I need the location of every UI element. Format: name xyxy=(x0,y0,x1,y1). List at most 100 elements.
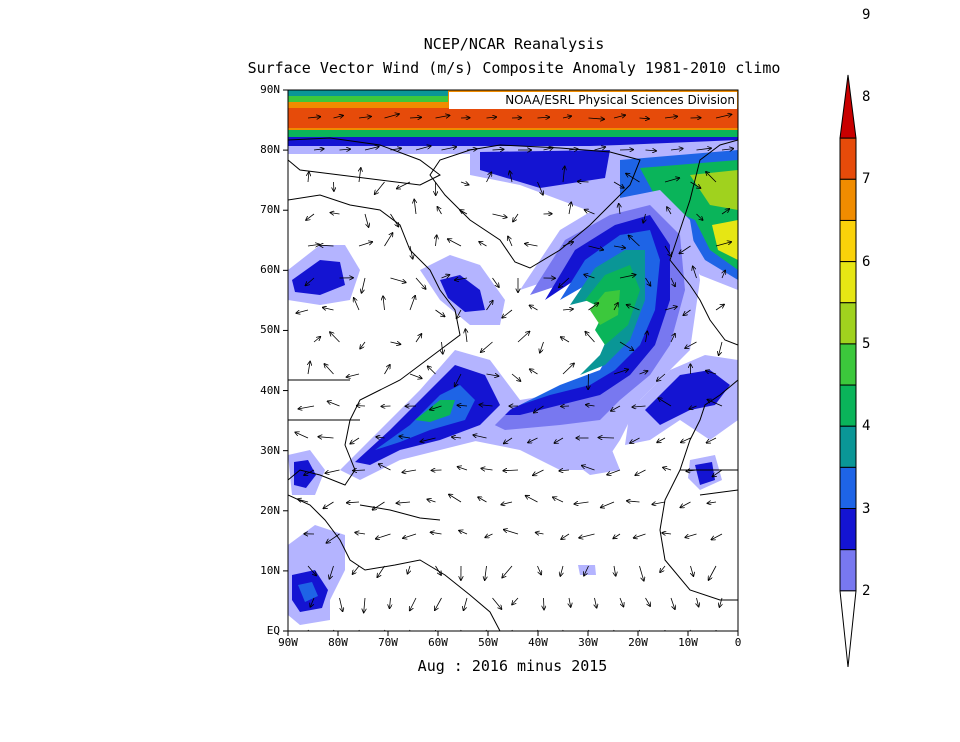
wind-vector xyxy=(396,502,411,503)
wind-vector xyxy=(553,497,564,503)
wind-vector xyxy=(318,437,334,438)
wind-vector xyxy=(415,146,431,151)
wind-vector xyxy=(679,245,691,254)
wind-vector xyxy=(410,245,413,259)
wind-vector xyxy=(502,565,513,578)
wind-vector xyxy=(607,469,621,475)
coastlines xyxy=(288,137,738,631)
wind-vector xyxy=(402,470,417,472)
wind-vector xyxy=(390,213,399,227)
colorbar-label: 4 xyxy=(862,418,871,435)
wind-vector xyxy=(313,149,324,150)
wind-vector xyxy=(435,565,442,575)
y-tick-label: 80N xyxy=(260,143,280,157)
wind-vector xyxy=(530,305,538,311)
wind-vector xyxy=(511,373,521,381)
plot-frame xyxy=(287,89,739,632)
x-tick-label: 40W xyxy=(528,636,548,649)
wind-vector xyxy=(689,406,697,409)
wind-vector xyxy=(683,309,691,315)
wind-vector xyxy=(667,207,672,215)
wind-vector xyxy=(685,341,697,348)
wind-vector xyxy=(502,309,513,318)
wind-vector xyxy=(435,309,445,317)
wind-vector xyxy=(390,597,391,608)
wind-vector xyxy=(350,437,360,444)
colorbar-label: 2 xyxy=(862,582,871,599)
wind-vector xyxy=(364,597,365,613)
wind-vector xyxy=(358,117,371,119)
wind-vector xyxy=(306,277,315,285)
wind-vector xyxy=(415,334,422,343)
wind-vector xyxy=(559,470,570,471)
wind-vector xyxy=(390,148,402,150)
wind-vector xyxy=(486,374,499,376)
wind-vector xyxy=(409,117,421,118)
colorbar xyxy=(839,74,857,668)
wind-vector xyxy=(619,597,624,607)
contour-labrador xyxy=(420,255,505,325)
wind-vector xyxy=(436,235,437,247)
wind-vector xyxy=(298,499,309,502)
wind-vector xyxy=(384,365,390,375)
wind-vector xyxy=(473,435,487,439)
wind-vector xyxy=(431,532,442,534)
wind-vector xyxy=(645,277,651,286)
wind-vector xyxy=(639,565,644,581)
wind-vector xyxy=(304,469,315,475)
wind-vector xyxy=(680,501,691,508)
wind-vector xyxy=(486,117,497,118)
x-tick-label: 70W xyxy=(378,636,398,649)
wind-vector xyxy=(307,117,320,118)
wind-vector xyxy=(574,502,589,504)
x-tick-label: 60W xyxy=(428,636,448,649)
wind-vector xyxy=(670,334,675,343)
wind-vector xyxy=(613,303,618,311)
wind-vector xyxy=(721,149,733,150)
wind-vector xyxy=(390,277,406,282)
wind-vector xyxy=(613,181,624,188)
y-tick-label: 20N xyxy=(260,503,280,517)
wind-vector xyxy=(664,307,677,311)
colorbar-segment xyxy=(839,261,857,304)
wind-vector xyxy=(715,305,724,311)
wind-vector xyxy=(645,597,651,606)
wind-vector xyxy=(706,172,717,183)
colorbar-segment xyxy=(839,508,857,551)
wind-vector xyxy=(513,213,519,222)
wind-vector xyxy=(632,406,646,407)
wind-vector xyxy=(410,597,417,611)
x-tick-label: 20W xyxy=(628,636,648,649)
wind-vector xyxy=(298,405,315,409)
wind-vector xyxy=(328,401,340,407)
axis-ticks xyxy=(283,89,739,636)
credit-label: NOAA/ESRL Physical Sciences Division xyxy=(449,92,737,109)
wind-vector xyxy=(457,405,468,406)
chart-title: NCEP/NCAR Reanalysis xyxy=(423,35,605,53)
colorbar-label: 7 xyxy=(862,171,871,188)
y-tick-label: 70N xyxy=(260,203,280,217)
wind-vector xyxy=(492,213,507,217)
wind-vector xyxy=(492,149,504,150)
wind-vector xyxy=(430,405,442,410)
wind-vector xyxy=(441,275,450,278)
wind-vector xyxy=(559,277,570,287)
wind-vector xyxy=(588,118,605,119)
wind-vector xyxy=(511,629,513,631)
wind-vector xyxy=(619,341,633,350)
wind-vector xyxy=(690,181,701,188)
wind-vector xyxy=(427,499,436,502)
wind-vector xyxy=(517,332,530,343)
wind-vector xyxy=(479,242,487,247)
y-tick-label: 90N xyxy=(260,83,280,96)
wind-vector xyxy=(646,331,648,343)
wind-vector xyxy=(353,470,366,471)
wind-vector xyxy=(296,309,309,313)
wind-vector xyxy=(504,530,519,535)
colorbar-segment xyxy=(839,466,857,510)
wind-vector xyxy=(540,341,544,353)
wind-vector xyxy=(390,342,401,344)
wind-vector xyxy=(715,114,732,119)
wind-vector xyxy=(588,303,599,311)
wind-vector xyxy=(561,337,570,343)
